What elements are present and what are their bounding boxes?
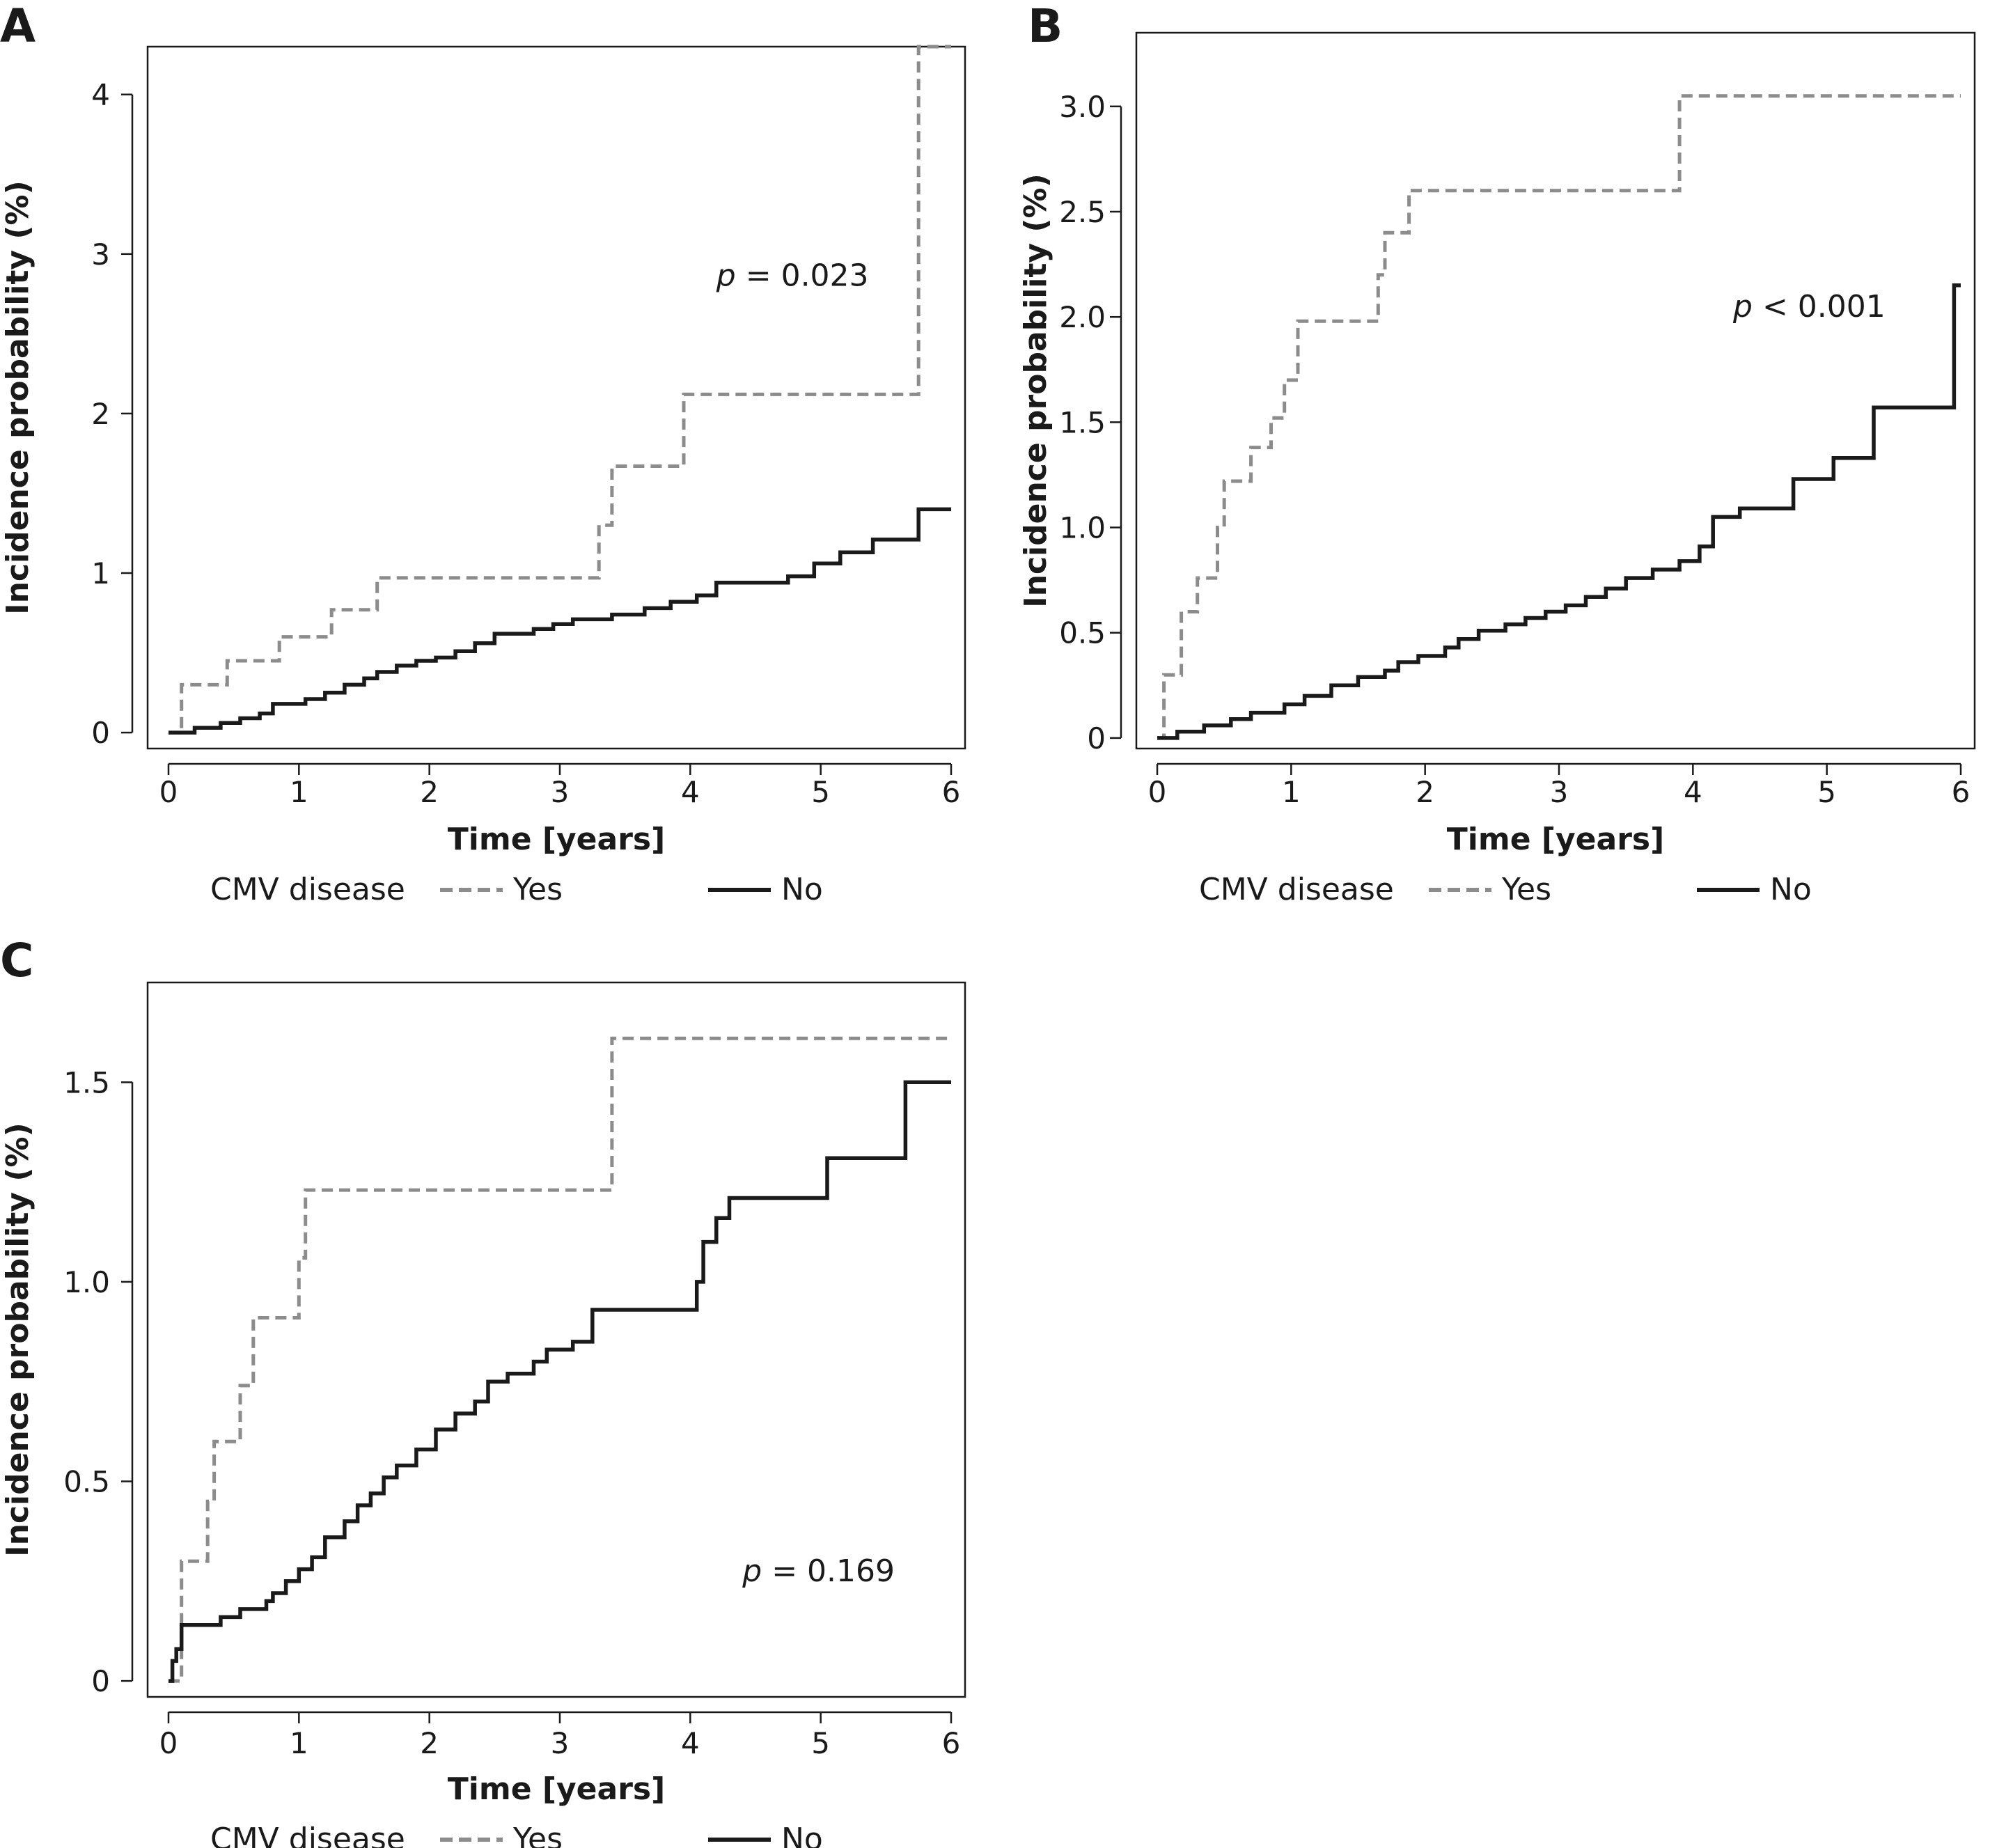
p-value-annotation: p < 0.001	[1732, 289, 1886, 324]
p-value-annotation: p = 0.023	[716, 258, 869, 294]
series-line-no	[1157, 283, 1961, 740]
y-tick-label: 0	[1087, 721, 1106, 755]
y-tick-label: 1.0	[63, 1265, 110, 1299]
x-tick-label: 2	[420, 1726, 439, 1760]
y-tick-label: 1.5	[63, 1065, 110, 1099]
x-tick-label: 1	[290, 775, 308, 809]
x-tick-label: 3	[551, 1726, 570, 1760]
y-tick-label: 1	[91, 556, 110, 590]
x-axis-title: Time [years]	[448, 1771, 665, 1807]
panel-label: A	[0, 0, 36, 53]
x-tick-label: 5	[811, 775, 830, 809]
series-line-yes	[1157, 94, 1961, 740]
x-tick-label: 6	[942, 775, 961, 809]
x-tick-label: 5	[811, 1726, 830, 1760]
y-tick-label: 0	[91, 716, 110, 750]
p-value-text: < 0.001	[1753, 289, 1886, 324]
p-symbol: p	[742, 1553, 762, 1589]
x-tick-label: 6	[1952, 775, 1971, 809]
p-value-annotation: p = 0.169	[742, 1553, 895, 1589]
x-tick-label: 0	[1148, 775, 1167, 809]
legend-title: CMV disease	[1199, 872, 1394, 907]
y-tick-label: 2.5	[1059, 195, 1106, 229]
y-tick-label: 2	[91, 397, 110, 431]
series-line-no	[169, 507, 951, 735]
p-value-text: = 0.023	[736, 258, 869, 294]
x-tick-label: 4	[681, 1726, 700, 1760]
panel-b: B 0 1 2 3 4 5 6 0 0.5 1.0 1.5 2.0 2.5 3.0 Time [years] I…	[1018, 0, 1976, 907]
plot-frame	[146, 45, 966, 750]
y-tick-label: 3	[91, 237, 110, 272]
x-tick-label: 6	[942, 1726, 961, 1760]
x-tick-label: 1	[1282, 775, 1301, 809]
y-tick-label: 1.5	[1059, 405, 1106, 439]
panel-label: C	[0, 934, 33, 987]
y-tick-label: 2.0	[1059, 300, 1106, 334]
legend-label-yes: Yes	[512, 872, 563, 907]
p-symbol: p	[1732, 289, 1753, 324]
x-tick-label: 0	[159, 1726, 178, 1760]
plot-frame	[1135, 31, 1976, 750]
legend-label-no: No	[781, 1822, 823, 1848]
legend-label-no: No	[781, 872, 823, 907]
x-axis-title: Time [years]	[448, 822, 665, 857]
legend-label-yes: Yes	[1501, 872, 1551, 907]
series-line-no	[169, 1080, 951, 1683]
y-tick-label: 1.0	[1059, 511, 1106, 545]
panel-label: B	[1028, 0, 1063, 53]
x-tick-label: 2	[1416, 775, 1434, 809]
y-axis-title: Incidence probability (%)	[1018, 173, 1053, 607]
y-tick-label: 3.0	[1059, 90, 1106, 124]
x-tick-label: 3	[1550, 775, 1569, 809]
panel-a: A 0 1 2 3 4 5 6 0 1 2 3 4 Time [years] Incidence proba…	[0, 0, 966, 907]
x-tick-label: 3	[551, 775, 570, 809]
x-axis-title: Time [years]	[1447, 822, 1664, 857]
x-tick-label: 2	[420, 775, 439, 809]
p-value-text: = 0.169	[762, 1553, 895, 1589]
x-tick-label: 5	[1817, 775, 1836, 809]
legend-title: CMV disease	[210, 872, 405, 907]
series-line-yes	[169, 45, 951, 735]
series-line-yes	[169, 1036, 951, 1683]
x-tick-label: 0	[159, 775, 178, 809]
panel-c: C 0 1 2 3 4 5 6 0 0.5 1.0 1.5 Time [years] Incidence …	[0, 934, 966, 1848]
y-tick-label: 0	[91, 1664, 110, 1698]
plot-frame	[146, 981, 966, 1698]
y-axis-title: Incidence probability (%)	[0, 1122, 36, 1556]
p-symbol: p	[716, 258, 736, 294]
x-tick-label: 4	[681, 775, 700, 809]
y-tick-label: 4	[91, 78, 110, 112]
legend-label-yes: Yes	[512, 1822, 563, 1848]
x-tick-label: 1	[290, 1726, 308, 1760]
legend-title: CMV disease	[210, 1822, 405, 1848]
y-axis-title: Incidence probability (%)	[0, 180, 36, 614]
legend-label-no: No	[1770, 872, 1812, 907]
y-tick-label: 0.5	[1059, 616, 1106, 650]
x-tick-label: 4	[1684, 775, 1702, 809]
y-tick-label: 0.5	[63, 1464, 110, 1498]
